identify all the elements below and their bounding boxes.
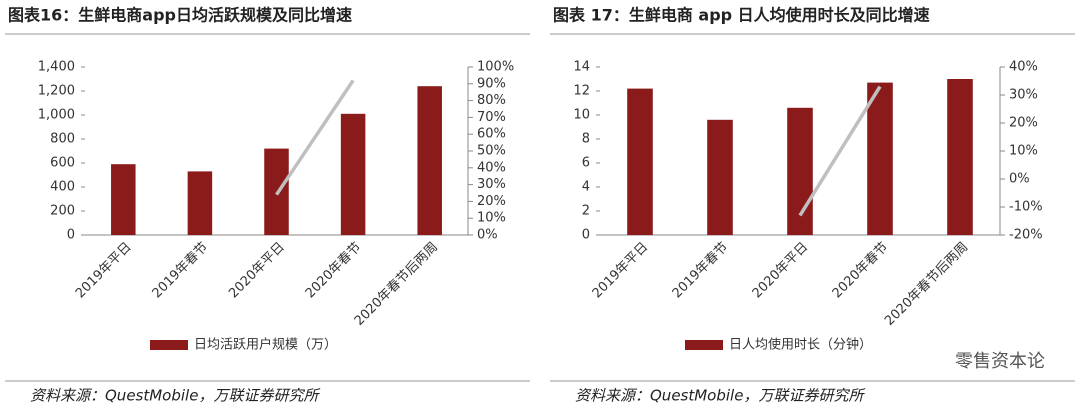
y2-tick-label: 30% — [1009, 88, 1038, 103]
y2-tick-label: 50% — [477, 144, 506, 159]
x-tick-label: 2020年平日 — [226, 240, 288, 302]
line — [798, 85, 882, 217]
y-tick-label: 1,400 — [38, 60, 75, 75]
y-tick-label: 600 — [50, 156, 75, 171]
y2-tick-label: 80% — [477, 93, 506, 108]
source: 资料来源：QuestMobile，万联证券研究所 — [575, 387, 865, 405]
x-tick-label: 2020年春节后两周 — [352, 240, 441, 329]
y-tick-label: 8 — [582, 132, 590, 147]
y2-tick-label: 60% — [477, 127, 506, 142]
y2-tick-label: 30% — [477, 177, 506, 192]
y2-tick-label: 100% — [477, 60, 514, 75]
bar — [417, 86, 442, 235]
y-tick-label: 4 — [582, 180, 590, 195]
chart: 图表 17：生鲜电商 app 日人均使用时长及同比增速 0 2 4 6 8 10 12 14 -2… — [550, 6, 1075, 405]
x-tick-label: 2020年春节 — [830, 240, 892, 302]
x-tick-label: 2019年平日 — [73, 240, 135, 302]
y2-tick-label: 40% — [477, 160, 506, 175]
x-tick-label: 2020年平日 — [750, 240, 812, 302]
y2-tick-label: 10% — [1009, 144, 1038, 159]
x-tick-label: 2020年春节后两周 — [882, 240, 971, 329]
y2-tick-label: 20% — [477, 194, 506, 209]
y2-tick-label: 40% — [1009, 60, 1038, 75]
bar — [787, 107, 813, 235]
y-tick-label: 0 — [582, 228, 590, 243]
bar — [187, 171, 213, 235]
y-tick-label: 1,000 — [38, 108, 75, 123]
y2-tick-label: 90% — [477, 76, 506, 91]
legend-swatch — [685, 340, 723, 350]
bar — [111, 164, 136, 235]
y2-tick-label: 20% — [1009, 116, 1038, 131]
y-tick-label: 200 — [50, 204, 75, 219]
bar — [627, 88, 653, 235]
line — [275, 79, 355, 196]
bar — [340, 113, 366, 235]
chart: 图表16：生鲜电商app日均活跃规模及同比增速 0 200 400 600 800 1,00… — [5, 6, 530, 405]
bar — [707, 119, 733, 235]
y2-tick-label: -20% — [1009, 228, 1043, 243]
legend-label: 日均活跃用户规模（万） — [194, 337, 337, 353]
y-tick-label: 2 — [582, 204, 590, 219]
y2-tick-label: 0% — [1009, 172, 1030, 187]
y2-tick-label: 70% — [477, 110, 506, 125]
y-tick-label: 400 — [50, 180, 75, 195]
y-tick-label: 6 — [582, 156, 590, 171]
bar — [867, 82, 893, 235]
y-tick-label: 10 — [573, 108, 590, 123]
bar — [947, 79, 973, 235]
x-tick-label: 2020年春节 — [303, 240, 365, 302]
source: 资料来源：QuestMobile，万联证券研究所 — [30, 387, 320, 405]
watermark: 零售资本论 — [955, 351, 1045, 372]
y-tick-label: 800 — [50, 132, 75, 147]
y-tick-label: 14 — [573, 60, 590, 75]
chart-title: 图表16：生鲜电商app日均活跃规模及同比增速 — [8, 6, 352, 25]
y-tick-label: 12 — [573, 84, 590, 99]
x-tick-label: 2019年春节 — [150, 240, 212, 302]
legend-swatch — [150, 340, 188, 350]
y-tick-label: 0 — [67, 228, 75, 243]
x-tick-label: 2019年平日 — [590, 240, 652, 302]
y-tick-label: 1,200 — [38, 84, 75, 99]
chart-title: 图表 17：生鲜电商 app 日人均使用时长及同比增速 — [553, 6, 930, 25]
y2-tick-label: -10% — [1009, 200, 1043, 215]
x-tick-label: 2019年春节 — [670, 240, 732, 302]
y2-tick-label: 10% — [477, 211, 506, 226]
y2-tick-label: 0% — [477, 228, 498, 243]
legend-label: 日人均使用时长（分钟） — [729, 337, 872, 353]
